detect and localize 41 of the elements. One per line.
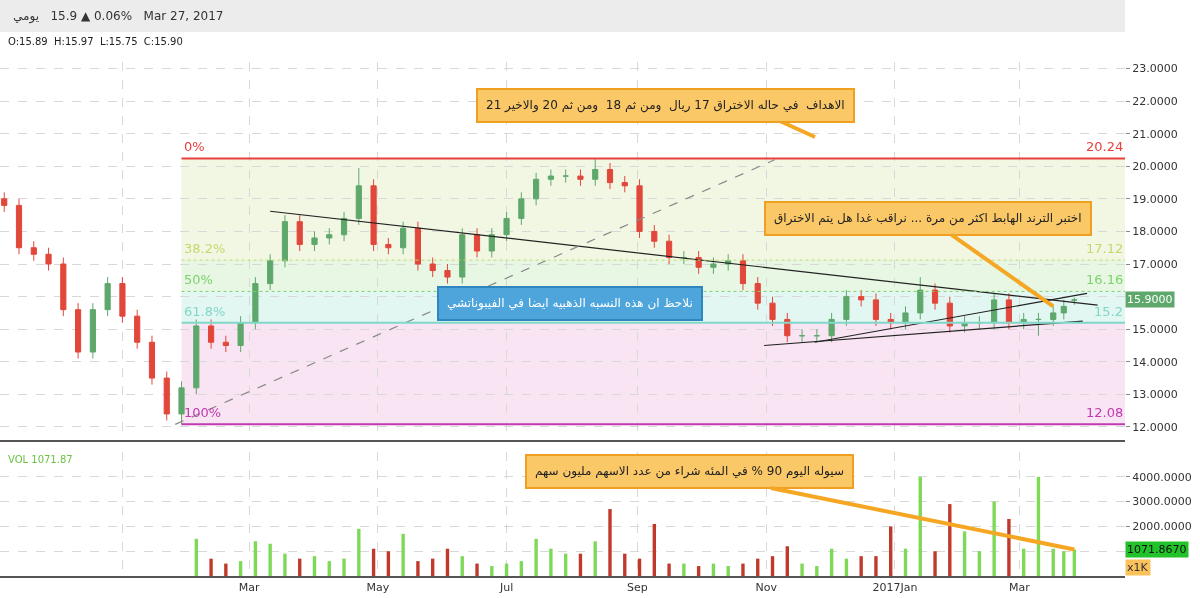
annotation: اختبر الترند الهابط اكثر من مرة ... نراقب غدا هل يتم الاختراق (774, 211, 1082, 226)
y-tick-label: 3000.0000 (1132, 495, 1192, 509)
y-tick-label: 17.0000 (1132, 257, 1178, 271)
ref-line-label: 12.08 (1086, 405, 1124, 420)
text: 1071.8670 (1127, 543, 1187, 556)
ref-line-label: 17.12 (1086, 241, 1124, 256)
text: 15.9000 (1127, 293, 1173, 306)
annotation: نلاحظ ان هذه النسبه الذهبيه ايضا في الفيبوناتشي (447, 296, 693, 311)
y-tick-label: 14.0000 (1132, 355, 1178, 369)
y-tick-label: 2000.0000 (1132, 520, 1192, 534)
y-tick-label: 4000.0000 (1132, 470, 1192, 484)
ref-line-label: 20.24 (1086, 139, 1124, 154)
y-tick-label: 23.0000 (1132, 62, 1178, 76)
x-tick-label: 2017Jan (872, 581, 918, 595)
annotation: الاهداف في حاله الاختراق 17 ريال ومن ثم 18 ومن ثم 20 والاخير 21 (486, 98, 845, 113)
x-tick-label: Nov (755, 581, 778, 595)
chart-subtitle: O:15.89 H:15.97 L:15.75 C:15.90 (8, 36, 183, 47)
x-tick-label: Jul (498, 581, 514, 595)
y-tick-label: 18.0000 (1132, 225, 1178, 239)
annotation: سيوله اليوم 90 % في المئه شراء من عدد الاسهم مليون سهم (535, 464, 844, 479)
y-tick-label: 20.0000 (1132, 160, 1178, 174)
y-tick-label: 12.0000 (1132, 420, 1178, 434)
y-tick-label: 19.0000 (1132, 192, 1178, 206)
x-tick-label: Mar (1009, 581, 1031, 595)
y-tick-label: 13.0000 (1132, 388, 1178, 402)
annotation: 100% (184, 405, 222, 420)
annotation: 61.8% (184, 304, 226, 319)
annotation: VOL 1071.87 (8, 454, 73, 465)
x-tick-label: May (366, 581, 390, 595)
annotation: 50% (184, 272, 213, 287)
x-tick-label: Sep (627, 581, 648, 595)
y-tick-label: 21.0000 (1132, 127, 1178, 141)
ref-line-label: 16.16 (1086, 272, 1124, 287)
annotation: 0% (184, 139, 205, 154)
y-axis-title: x1K (1127, 561, 1149, 574)
annotation: 38.2% (184, 241, 226, 256)
chart-title: يومي 15.9 ▲ 0.06% Mar 27, 2017 (13, 9, 224, 24)
ref-line-label: 15.2 (1094, 304, 1123, 319)
x-tick-label: Mar (238, 581, 260, 595)
y-tick-label: 22.0000 (1132, 94, 1178, 108)
y-tick-label: 15.0000 (1132, 323, 1178, 337)
